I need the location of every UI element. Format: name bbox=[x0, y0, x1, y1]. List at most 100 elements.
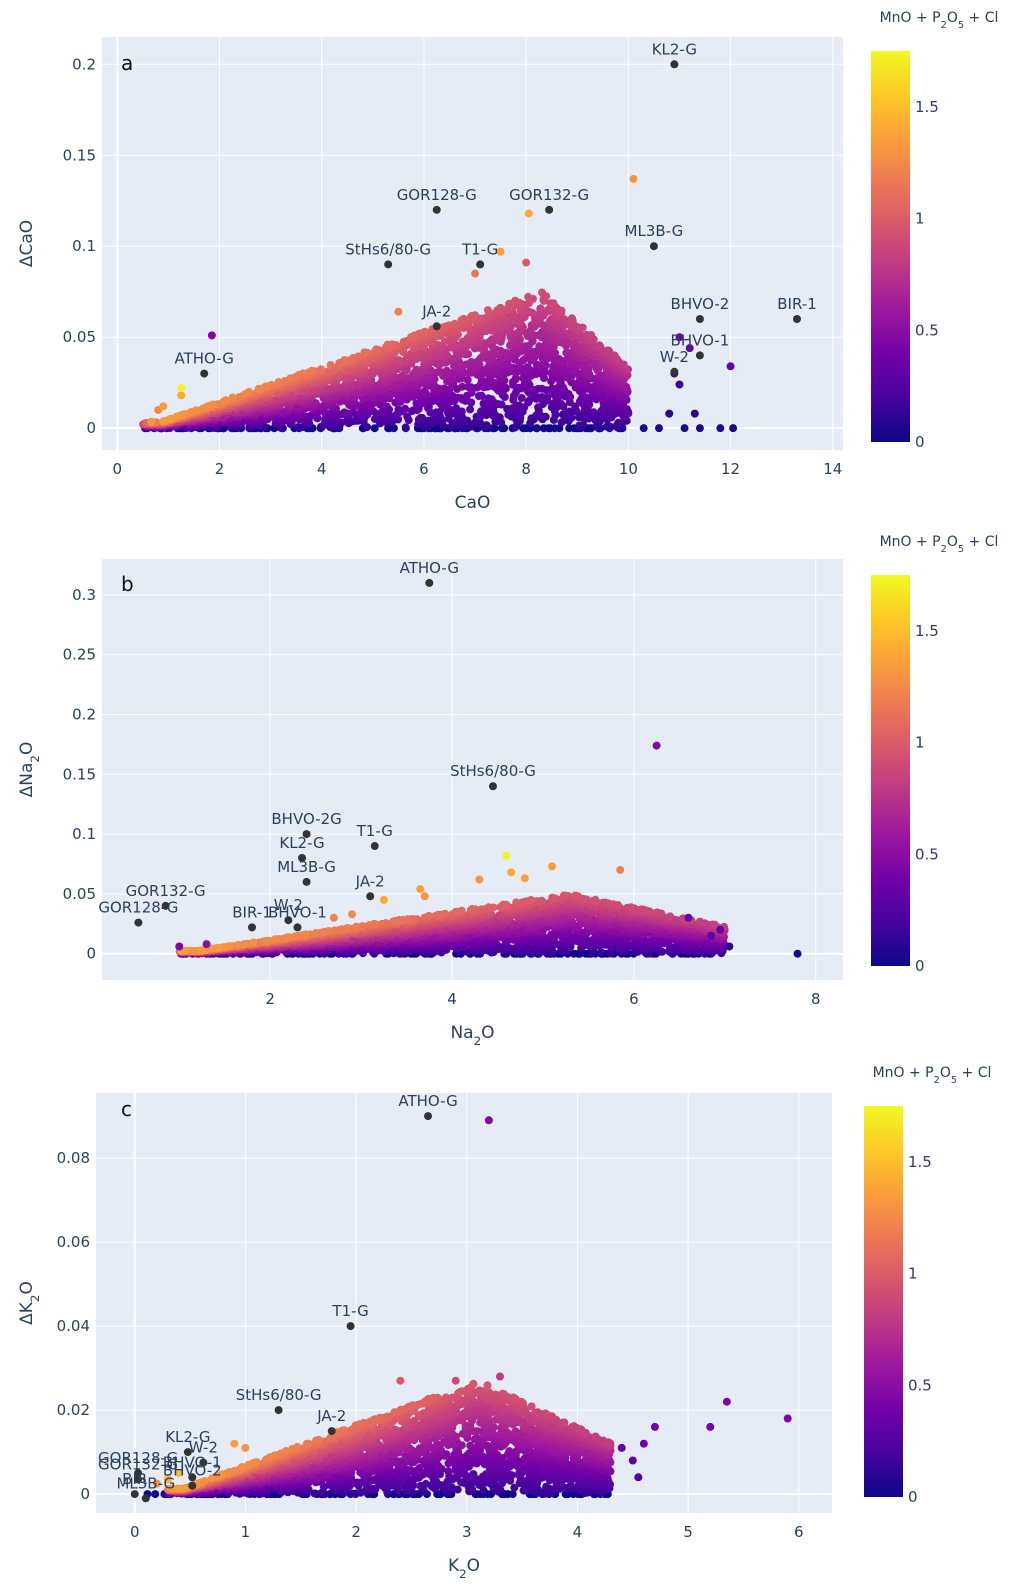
reference-point bbox=[649, 242, 658, 251]
sample-point bbox=[401, 423, 410, 432]
y-axis-title: ΔCaO bbox=[17, 220, 37, 267]
sample-point bbox=[378, 407, 387, 416]
sample-point bbox=[466, 405, 475, 414]
y-tick-label: 0.15 bbox=[63, 765, 96, 783]
sample-point bbox=[605, 346, 613, 355]
sample-point bbox=[207, 331, 216, 340]
y-tick-label: 0.2 bbox=[72, 55, 96, 73]
sample-point bbox=[159, 402, 168, 411]
reference-point bbox=[695, 351, 704, 360]
sample-point bbox=[524, 209, 533, 218]
sample-point bbox=[567, 314, 576, 323]
colorbar bbox=[871, 51, 910, 442]
sample-point bbox=[637, 905, 646, 914]
y-tick-label: 0.1 bbox=[72, 825, 96, 843]
sample-point bbox=[440, 384, 449, 393]
y-tick-label: 0 bbox=[86, 945, 96, 963]
reference-point bbox=[476, 260, 485, 269]
panel-b: 2 4 6 800.050.10.150.20.250.3Na2OΔNa2OATHO-… bbox=[17, 534, 998, 1048]
sample-point bbox=[517, 394, 526, 402]
sample-point bbox=[294, 370, 303, 379]
sample-point bbox=[557, 418, 566, 427]
sample-point bbox=[474, 392, 483, 400]
sample-point bbox=[228, 393, 237, 402]
y-tick-label: 0 bbox=[86, 419, 96, 437]
reference-point bbox=[670, 367, 679, 376]
sample-cloud bbox=[139, 174, 738, 433]
sample-point bbox=[484, 394, 493, 403]
sample-point bbox=[459, 314, 468, 323]
sample-point bbox=[614, 418, 623, 427]
sample-point bbox=[690, 409, 699, 418]
reference-point bbox=[670, 60, 679, 69]
sample-point bbox=[695, 424, 704, 433]
sample-point bbox=[557, 399, 565, 408]
sample-point bbox=[463, 376, 472, 384]
sample-point bbox=[159, 417, 168, 426]
sample-point bbox=[546, 424, 555, 433]
y-tick-label: 0.05 bbox=[63, 885, 96, 903]
sample-point bbox=[585, 424, 593, 433]
reference-point bbox=[200, 369, 209, 378]
sample-point bbox=[549, 299, 558, 308]
panel-a: 0 2 4 6 8 10 12 1400.050.10.150.2CaOΔCaOKL2-GGO… bbox=[17, 10, 998, 513]
sample-point bbox=[360, 348, 369, 357]
colorbar-tick-label: 1.5 bbox=[915, 98, 939, 116]
sample-point bbox=[695, 917, 704, 926]
y-tick-label: 0.15 bbox=[63, 146, 96, 164]
panel-label: a bbox=[121, 51, 133, 75]
sample-point bbox=[452, 404, 461, 413]
sample-point bbox=[675, 380, 684, 389]
y-tick-label: 0.2 bbox=[72, 705, 96, 723]
sample-point bbox=[245, 387, 254, 396]
sample-point bbox=[471, 269, 480, 278]
y-tick-label: 0.1 bbox=[72, 237, 96, 255]
sample-point bbox=[496, 303, 505, 312]
sample-point bbox=[483, 306, 492, 315]
sample-point bbox=[716, 424, 725, 433]
reference-label: ML3B-G bbox=[625, 222, 684, 240]
sample-point bbox=[587, 331, 596, 339]
reference-label: JA-2 bbox=[421, 302, 451, 320]
reference-label: W-2 bbox=[660, 348, 689, 366]
sample-point bbox=[532, 424, 541, 433]
reference-point bbox=[793, 315, 802, 324]
sample-point bbox=[399, 337, 408, 346]
sample-point bbox=[726, 362, 735, 371]
x-tick-label: 8 bbox=[811, 990, 821, 1008]
sample-point bbox=[729, 424, 738, 433]
sample-point bbox=[383, 340, 392, 349]
sample-point bbox=[166, 414, 175, 423]
sample-point bbox=[539, 424, 548, 433]
colorbar-tick-label: 0 bbox=[915, 433, 925, 451]
colorbar-tick-label: 1 bbox=[915, 210, 925, 228]
sample-point bbox=[147, 417, 156, 426]
x-tick-label: 0 bbox=[113, 460, 123, 478]
sample-point bbox=[403, 412, 412, 421]
reference-label: StHs6/80-G bbox=[345, 240, 431, 258]
reference-label: T1-G bbox=[461, 240, 498, 258]
sample-point bbox=[619, 360, 628, 369]
x-tick-label: 6 bbox=[419, 460, 429, 478]
sample-point bbox=[394, 307, 403, 316]
reference-point bbox=[695, 315, 704, 324]
sample-point bbox=[655, 424, 664, 433]
sample-point bbox=[627, 903, 635, 912]
sample-point bbox=[467, 358, 476, 366]
y-tick-label: 0.25 bbox=[63, 646, 96, 664]
x-tick-label: 2 bbox=[215, 460, 225, 478]
sample-point bbox=[401, 404, 410, 413]
reference-label: ATHO-G bbox=[175, 350, 234, 368]
sample-point bbox=[177, 384, 186, 393]
sample-point bbox=[274, 378, 283, 386]
sample-point bbox=[221, 396, 230, 405]
sample-point bbox=[525, 396, 534, 405]
sample-point bbox=[342, 417, 351, 426]
x-tick-label: 8 bbox=[521, 460, 531, 478]
sample-point bbox=[511, 374, 520, 383]
sample-point bbox=[187, 408, 196, 416]
reference-label: BHVO-2 bbox=[671, 295, 730, 313]
sample-point bbox=[515, 401, 523, 410]
sample-point bbox=[416, 413, 425, 422]
